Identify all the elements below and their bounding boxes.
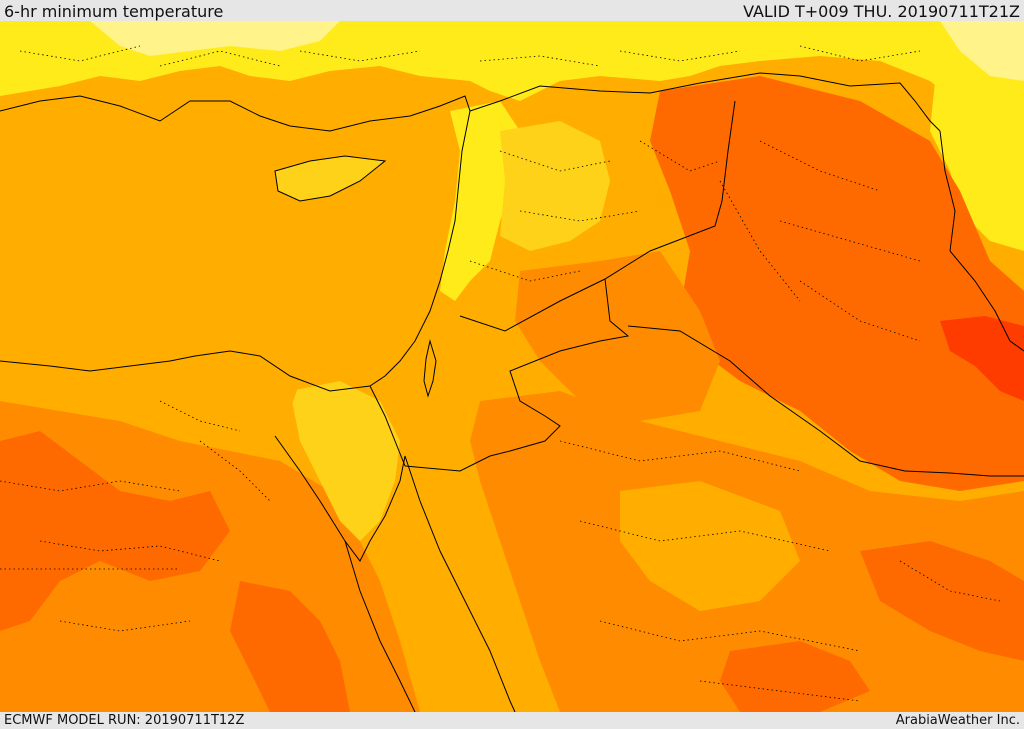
temp-zone-iraq-dark: [650, 76, 1024, 491]
coastline-gulf-of-suez: [274, 435, 406, 562]
admin-lines-iraq: [719, 140, 921, 342]
coastline-egypt-north: [0, 350, 371, 392]
temp-zone-sinai-light: [290, 381, 400, 541]
admin-lines-jordan-syria: [469, 140, 721, 282]
coastline-red-sea-west: [344, 540, 416, 712]
temp-zone-saudi-east-dark: [860, 541, 1024, 661]
temp-zone-north-pale-east: [940, 21, 1024, 81]
coastline-dead-sea: [423, 339, 437, 398]
border-egypt-israel: [369, 385, 406, 467]
border-iraq-saudi: [627, 325, 1024, 477]
coastline-persian-gulf: [949, 250, 1024, 352]
coastline-red-sea-east: [404, 455, 516, 712]
temp-zone-egypt-dark-west: [0, 431, 230, 631]
map-title: 6-hr minimum temperature: [4, 2, 224, 21]
temp-zone-nile-delta: [180, 361, 300, 421]
coastline-levant: [369, 110, 471, 387]
temp-zone-cyprus: [275, 156, 385, 201]
admin-lines-egypt: [0, 400, 271, 632]
coastline-turkey-south: [0, 95, 471, 132]
temp-zone-jordan-orange: [515, 251, 720, 421]
map-header: 6-hr minimum temperature VALID T+009 THU…: [0, 0, 1024, 22]
temp-zone-north-pale: [90, 21, 340, 56]
temp-zone-saudi-amber-patch: [620, 481, 800, 611]
temp-zone-saudi-south-dark: [720, 641, 870, 712]
temp-zone-coast-yellow-northeast: [930, 81, 1024, 251]
temperature-map: [0, 21, 1024, 712]
temp-zone-gulf-red: [940, 316, 1024, 401]
border-iraq-jordan-saudi: [404, 278, 630, 472]
valid-time-label: VALID T+009 THU. 20190711T21Z: [743, 2, 1020, 21]
admin-lines-saudi: [559, 440, 1001, 702]
map-footer: ECMWF MODEL RUN: 20190711T12Z ArabiaWeat…: [0, 712, 1024, 729]
border-turkey-syria-iraq: [469, 72, 941, 132]
credit-label: ArabiaWeather Inc.: [895, 713, 1020, 728]
model-run-label: ECMWF MODEL RUN: 20190711T12Z: [4, 713, 245, 728]
temp-zone-egypt-dark-south: [230, 581, 350, 712]
cyprus-outline: [274, 155, 387, 202]
border-syria-iraq-jordan: [459, 100, 736, 332]
border-iraq-iran: [939, 130, 956, 252]
temp-zone-syria-light: [500, 121, 610, 251]
